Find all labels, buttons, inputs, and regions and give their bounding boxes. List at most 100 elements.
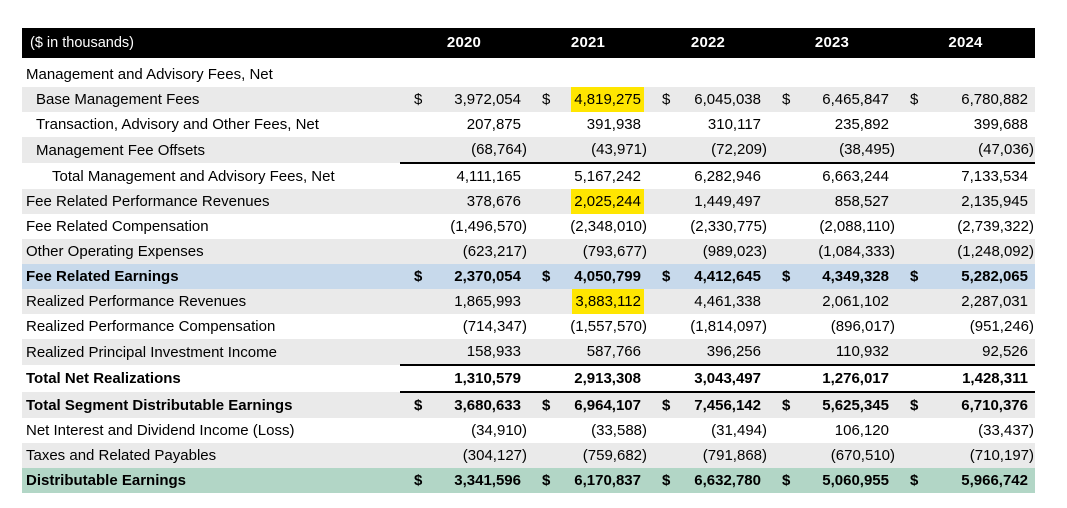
- value-cell: (759,682): [528, 443, 648, 468]
- value-cell: 158,933: [400, 339, 528, 365]
- dollar-sign: $: [782, 91, 791, 108]
- cell-content: (68,764): [400, 137, 528, 162]
- table-row: Management Fee Offsets (68,764) (43,971) (7…: [22, 137, 1035, 163]
- table-row: Fee Related Performance Revenues 378,676 2…: [22, 189, 1035, 214]
- value-text: 5,167,242: [574, 168, 641, 185]
- value-cell: 207,875: [400, 112, 528, 137]
- value-text: 3,680,633: [454, 397, 521, 414]
- value-cell: 6,663,244: [768, 162, 896, 189]
- cell-content: 1,428,311: [896, 366, 1035, 391]
- cell-content: (33,437): [896, 418, 1035, 443]
- value-cell: $4,412,645: [648, 264, 768, 289]
- value-cell: (1,248,092): [896, 239, 1035, 264]
- cell-content: 4,461,338: [648, 289, 768, 314]
- value-text: (791,868): [702, 447, 767, 464]
- value-text: (2,330,775): [690, 218, 767, 235]
- value-text: (623,217): [462, 243, 527, 260]
- value-cell: (714,347): [400, 314, 528, 339]
- row-label: Realized Performance Revenues: [22, 289, 400, 314]
- value-cell: $2,370,054: [400, 264, 528, 289]
- value-text: 158,933: [466, 343, 521, 360]
- cell-content: $4,349,328: [768, 264, 896, 289]
- value-cell: (623,217): [400, 239, 528, 264]
- cell-content: (793,677): [528, 239, 648, 264]
- value-cell: (710,197): [896, 443, 1035, 468]
- cell-content: (34,910): [400, 418, 528, 443]
- value-cell: $6,780,882: [896, 87, 1035, 112]
- units-label: ($ in thousands): [22, 28, 400, 58]
- row-label: Other Operating Expenses: [22, 239, 400, 264]
- value-text: (33,437): [978, 422, 1034, 439]
- cell-content: (670,510): [768, 443, 896, 468]
- dollar-sign: $: [542, 397, 551, 414]
- value-text: 4,111,165: [456, 168, 521, 185]
- value-text: 1,449,497: [694, 193, 761, 210]
- dollar-sign: $: [782, 268, 791, 285]
- value-text: 2,287,031: [961, 293, 1028, 310]
- value-cell: 4,111,165: [400, 162, 528, 189]
- cell-content: 396,256: [648, 339, 768, 364]
- value-text: (33,588): [591, 422, 647, 439]
- value-cell: (2,348,010): [528, 214, 648, 239]
- dollar-sign: $: [910, 268, 919, 285]
- cell-content: $6,632,780: [648, 468, 768, 493]
- cell-content: 106,120: [768, 418, 896, 443]
- cell-content: (2,088,110): [768, 214, 896, 239]
- cell-content: (72,209): [648, 137, 768, 162]
- value-cell: (34,910): [400, 418, 528, 443]
- value-text: 396,256: [706, 343, 761, 360]
- value-text: 6,663,244: [822, 168, 889, 185]
- cell-content: 1,865,993: [400, 289, 528, 314]
- cell-content: 4,111,165: [400, 164, 528, 189]
- value-cell: 399,688: [896, 112, 1035, 137]
- value-text: 2,913,308: [574, 370, 641, 387]
- cell-content: 378,676: [400, 189, 528, 214]
- value-cell: [768, 62, 896, 87]
- cell-content: $5,966,742: [896, 468, 1035, 493]
- value-text: 5,625,345: [822, 397, 889, 414]
- cell-content: (1,557,570): [528, 314, 648, 339]
- value-cell: (1,084,333): [768, 239, 896, 264]
- value-text: 3,341,596: [454, 472, 521, 489]
- value-text: 5,060,955: [822, 472, 889, 489]
- table-row: Total Management and Advisory Fees, Net 4…: [22, 162, 1035, 189]
- cell-content: 391,938: [528, 112, 648, 137]
- value-cell: 1,865,993: [400, 289, 528, 314]
- cell-content: $6,045,038: [648, 87, 768, 112]
- cell-content: (1,248,092): [896, 239, 1035, 264]
- cell-content: 1,310,579: [400, 366, 528, 391]
- value-text: (1,084,333): [818, 243, 895, 260]
- value-text: (34,910): [471, 422, 527, 439]
- value-cell: 1,449,497: [648, 189, 768, 214]
- value-text: 378,676: [466, 193, 521, 210]
- row-label: Distributable Earnings: [22, 468, 400, 493]
- value-cell: 2,025,244: [528, 189, 648, 214]
- dollar-sign: $: [542, 91, 551, 108]
- row-label: Fee Related Earnings: [22, 264, 400, 289]
- dollar-sign: $: [414, 472, 423, 489]
- value-cell: $4,819,275: [528, 87, 648, 112]
- cell-content: 6,663,244: [768, 164, 896, 189]
- value-cell: $5,060,955: [768, 468, 896, 493]
- value-cell: (2,088,110): [768, 214, 896, 239]
- row-label: Total Segment Distributable Earnings: [22, 392, 400, 418]
- row-label: Transaction, Advisory and Other Fees, Ne…: [22, 112, 400, 137]
- cell-content: 2,287,031: [896, 289, 1035, 314]
- value-cell: 7,133,534: [896, 162, 1035, 189]
- year-column-header: 2024: [896, 28, 1035, 58]
- cell-content: 2,061,102: [768, 289, 896, 314]
- cell-content: (38,495): [768, 137, 896, 162]
- dollar-sign: $: [542, 268, 551, 285]
- value-cell: 3,043,497: [648, 364, 768, 393]
- cell-content: 3,043,497: [648, 366, 768, 391]
- value-cell: 2,135,945: [896, 189, 1035, 214]
- value-cell: (793,677): [528, 239, 648, 264]
- dollar-sign: $: [662, 472, 671, 489]
- value-text: 6,170,837: [574, 472, 641, 489]
- cell-content: 7,133,534: [896, 164, 1035, 189]
- value-text: 7,133,534: [961, 168, 1028, 185]
- value-text: (304,127): [462, 447, 527, 464]
- value-text: (714,347): [462, 318, 527, 335]
- cell-content: 2,025,244: [528, 189, 648, 214]
- table-row: Realized Performance Revenues 1,865,993 3,…: [22, 289, 1035, 314]
